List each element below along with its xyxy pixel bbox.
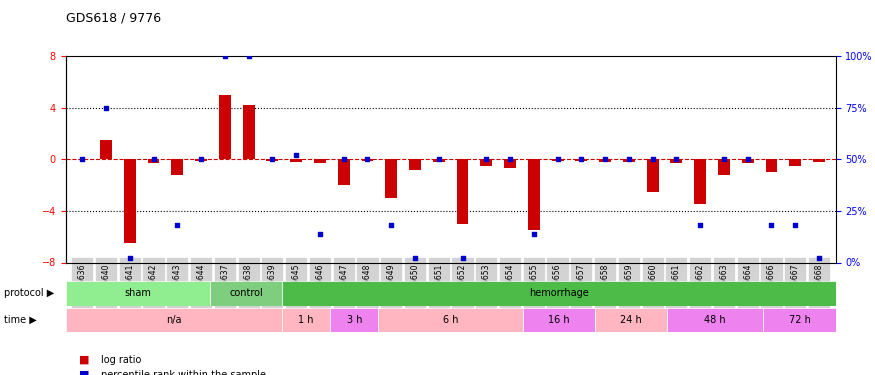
FancyBboxPatch shape	[523, 308, 595, 332]
Bar	[409, 159, 421, 170]
Point	[550, 156, 564, 162]
FancyBboxPatch shape	[668, 308, 763, 332]
Bar	[267, 159, 278, 160]
Point	[289, 152, 303, 158]
Bar	[528, 159, 540, 230]
Point	[503, 156, 517, 162]
Text: ■: ■	[79, 370, 89, 375]
Text: 72 h: 72 h	[788, 315, 810, 325]
Text: 1 h: 1 h	[298, 315, 314, 325]
Point	[812, 255, 826, 261]
Bar	[623, 159, 634, 162]
Point	[788, 222, 802, 228]
FancyBboxPatch shape	[66, 281, 210, 306]
Point	[218, 53, 232, 59]
Point	[408, 255, 422, 261]
Bar	[647, 159, 659, 192]
Point	[765, 222, 779, 228]
Bar	[242, 105, 255, 159]
Bar	[766, 159, 777, 172]
Bar	[290, 159, 302, 162]
FancyBboxPatch shape	[66, 308, 282, 332]
FancyBboxPatch shape	[210, 281, 282, 306]
Point	[598, 156, 612, 162]
Bar	[457, 159, 468, 224]
Point	[646, 156, 660, 162]
Point	[669, 156, 683, 162]
Text: log ratio: log ratio	[101, 355, 141, 365]
FancyBboxPatch shape	[331, 308, 379, 332]
FancyBboxPatch shape	[763, 308, 836, 332]
Point	[265, 156, 279, 162]
Text: GDS618 / 9776: GDS618 / 9776	[66, 11, 161, 24]
Text: 48 h: 48 h	[704, 315, 726, 325]
Point	[123, 255, 136, 261]
Bar	[718, 159, 730, 175]
Point	[99, 105, 113, 111]
Bar	[148, 159, 159, 163]
Bar	[172, 159, 183, 175]
Bar	[361, 159, 374, 160]
FancyBboxPatch shape	[282, 281, 836, 306]
Point	[337, 156, 351, 162]
Text: 3 h: 3 h	[346, 315, 362, 325]
FancyBboxPatch shape	[379, 308, 523, 332]
Text: control: control	[229, 288, 263, 298]
Text: time ▶: time ▶	[4, 315, 37, 325]
Text: 24 h: 24 h	[620, 315, 642, 325]
Bar	[599, 159, 611, 162]
Text: 16 h: 16 h	[548, 315, 570, 325]
Point	[171, 222, 185, 228]
Point	[146, 156, 160, 162]
Point	[693, 222, 707, 228]
Point	[313, 231, 327, 237]
Bar	[504, 159, 516, 168]
Text: protocol ▶: protocol ▶	[4, 288, 54, 298]
Text: ■: ■	[79, 355, 89, 365]
Bar	[100, 140, 112, 159]
Bar	[742, 159, 753, 163]
Text: n/a: n/a	[166, 315, 182, 325]
Point	[480, 156, 494, 162]
FancyBboxPatch shape	[282, 308, 331, 332]
Bar	[694, 159, 706, 204]
Bar	[433, 159, 444, 162]
Bar	[576, 159, 587, 160]
Bar	[314, 159, 326, 163]
Point	[384, 222, 398, 228]
Bar	[670, 159, 682, 163]
Text: percentile rank within the sample: percentile rank within the sample	[101, 370, 266, 375]
Point	[194, 156, 208, 162]
FancyBboxPatch shape	[595, 308, 668, 332]
Bar	[124, 159, 136, 243]
Point	[360, 156, 374, 162]
Bar	[338, 159, 350, 185]
Bar	[813, 159, 825, 162]
Bar	[195, 159, 207, 160]
Bar	[219, 95, 231, 159]
Point	[456, 255, 470, 261]
Point	[75, 156, 89, 162]
Bar	[480, 159, 493, 166]
Point	[622, 156, 636, 162]
Bar	[789, 159, 802, 166]
Point	[527, 231, 541, 237]
Point	[242, 53, 256, 59]
Point	[574, 156, 588, 162]
Text: hemorrhage: hemorrhage	[529, 288, 589, 298]
Text: sham: sham	[124, 288, 151, 298]
Bar	[551, 159, 564, 160]
Text: 6 h: 6 h	[443, 315, 458, 325]
Point	[741, 156, 755, 162]
Point	[717, 156, 731, 162]
Point	[431, 156, 445, 162]
Bar	[385, 159, 397, 198]
